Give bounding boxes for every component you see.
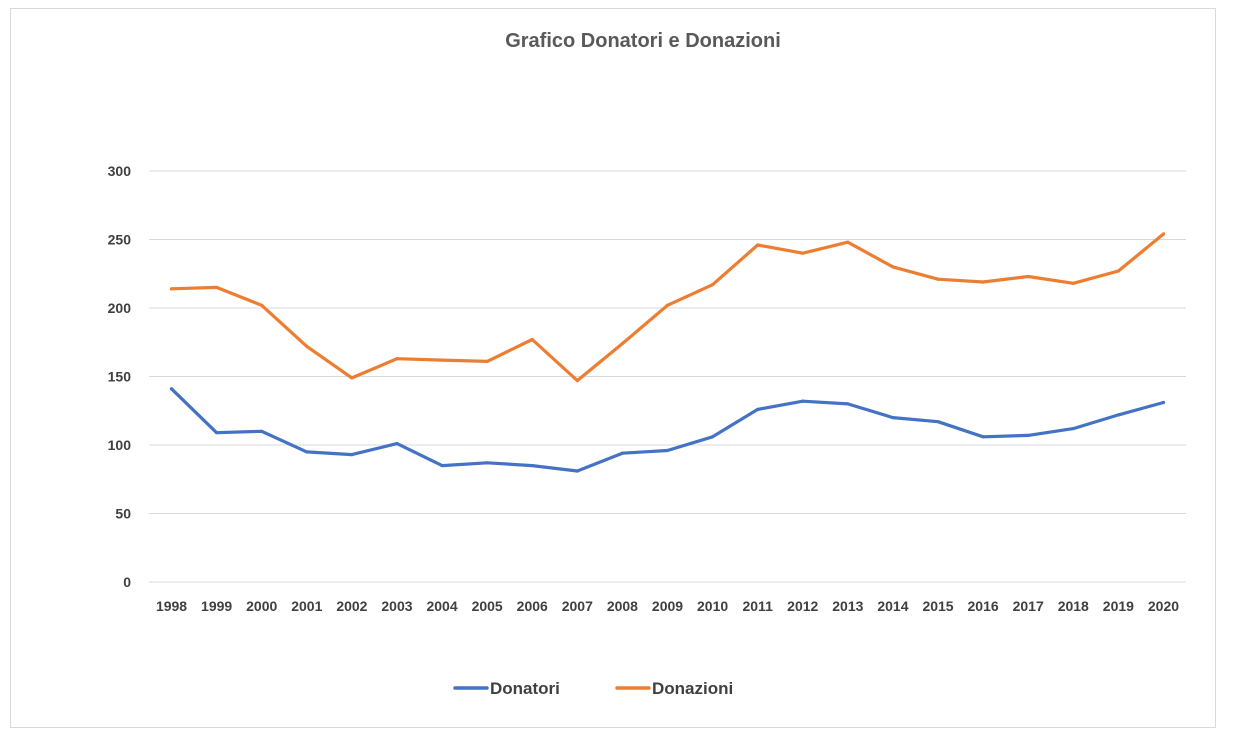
data-point-donatori — [169, 387, 174, 391]
legend-label: Donatori — [490, 679, 560, 698]
y-axis-ticks: 0 50 100 150 200 250 300 — [108, 163, 132, 590]
data-point-donazioni — [215, 285, 219, 290]
data-point-donatori — [1161, 400, 1166, 405]
data-point-donazioni — [260, 303, 264, 307]
legend-item-donatori: Donatori — [453, 679, 560, 698]
x-tick-label: 2000 — [246, 598, 277, 614]
legend-item-donazioni: Donazioni — [615, 679, 733, 698]
data-point-donatori — [665, 448, 670, 453]
data-point-donazioni — [620, 342, 625, 346]
data-point-donazioni — [846, 240, 850, 244]
data-point-donazioni — [891, 265, 895, 269]
x-tick-label: 2004 — [426, 598, 457, 614]
x-tick-label: 2016 — [968, 598, 999, 614]
data-point-donatori — [1071, 426, 1075, 431]
data-point-donazioni — [305, 344, 309, 348]
data-point-donazioni — [1071, 281, 1075, 285]
x-tick-label: 2002 — [336, 598, 367, 614]
y-tick-label: 200 — [108, 300, 132, 316]
y-tick-label: 0 — [123, 574, 131, 590]
data-point-donatori — [756, 407, 760, 411]
x-tick-label: 2001 — [291, 598, 322, 614]
x-tick-label: 2008 — [607, 598, 638, 614]
x-tick-label: 2011 — [742, 598, 773, 614]
data-point-donatori — [485, 461, 489, 465]
data-point-donazioni — [485, 359, 489, 364]
x-tick-label: 2012 — [787, 598, 818, 614]
data-point-donazioni — [665, 303, 670, 307]
data-point-donatori — [846, 402, 850, 406]
data-point-donazioni — [1116, 269, 1120, 273]
data-point-donazioni — [575, 379, 579, 383]
data-point-donazioni — [1026, 274, 1030, 279]
data-point-donazioni — [756, 243, 760, 247]
y-tick-label: 300 — [108, 163, 132, 179]
data-point-donatori — [215, 431, 219, 435]
legend-label: Donazioni — [652, 679, 733, 698]
x-tick-label: 2005 — [472, 598, 503, 614]
data-point-donazioni — [530, 337, 534, 342]
x-tick-label: 2007 — [562, 598, 593, 614]
data-point-donatori — [575, 469, 579, 473]
data-point-donatori — [440, 463, 444, 468]
data-point-donazioni — [710, 283, 715, 287]
data-point-donatori — [1026, 433, 1030, 438]
data-point-donatori — [530, 463, 534, 468]
x-tick-label: 2020 — [1148, 598, 1179, 614]
x-tick-label: 1999 — [201, 598, 232, 614]
data-point-donatori — [936, 420, 940, 424]
series-lines — [169, 232, 1166, 473]
x-tick-label: 2018 — [1058, 598, 1089, 614]
x-tick-label: 2006 — [517, 598, 548, 614]
data-point-donatori — [305, 450, 309, 454]
data-point-donazioni — [350, 376, 354, 380]
x-tick-label: 2003 — [381, 598, 412, 614]
data-point-donazioni — [440, 358, 444, 362]
series-line-donazioni — [169, 232, 1166, 383]
y-tick-label: 250 — [108, 232, 132, 248]
chart-title: Grafico Donatori e Donazioni — [505, 30, 781, 52]
data-point-donatori — [395, 442, 399, 446]
legend: Donatori Donazioni — [453, 679, 733, 698]
data-point-donatori — [891, 416, 895, 420]
x-tick-label: 2015 — [922, 598, 953, 614]
x-tick-label: 2013 — [832, 598, 863, 614]
x-tick-label: 2014 — [877, 598, 908, 614]
y-tick-label: 100 — [108, 437, 132, 453]
data-point-donazioni — [1161, 232, 1166, 236]
data-point-donatori — [801, 399, 805, 403]
data-point-donazioni — [981, 280, 985, 284]
y-tick-label: 150 — [108, 369, 132, 385]
data-point-donatori — [1116, 413, 1120, 417]
chart-frame: Grafico Donatori e Donazioni 0 50 100 150 20… — [10, 8, 1216, 728]
data-point-donazioni — [169, 287, 174, 291]
data-point-donazioni — [395, 357, 399, 361]
data-point-donazioni — [936, 277, 940, 281]
x-tick-label: 2019 — [1103, 598, 1134, 614]
x-tick-label: 2010 — [697, 598, 728, 614]
x-tick-label: 2009 — [652, 598, 683, 614]
x-axis-ticks: 1998 1999 2000 2001 2002 2003 2004 2005 2006 2007… — [156, 598, 1179, 614]
data-point-donatori — [260, 429, 264, 433]
data-point-donatori — [620, 451, 625, 455]
series-line-donatori — [169, 387, 1166, 473]
x-tick-label: 1998 — [156, 598, 187, 614]
y-tick-label: 50 — [115, 506, 131, 522]
data-point-donatori — [350, 452, 354, 457]
data-point-donatori — [710, 435, 715, 439]
line-chart: Grafico Donatori e Donazioni 0 50 100 150 20… — [108, 30, 1186, 698]
x-tick-label: 2017 — [1013, 598, 1044, 614]
data-point-donazioni — [801, 251, 805, 255]
gridlines — [149, 170, 1186, 583]
data-point-donatori — [981, 435, 985, 439]
